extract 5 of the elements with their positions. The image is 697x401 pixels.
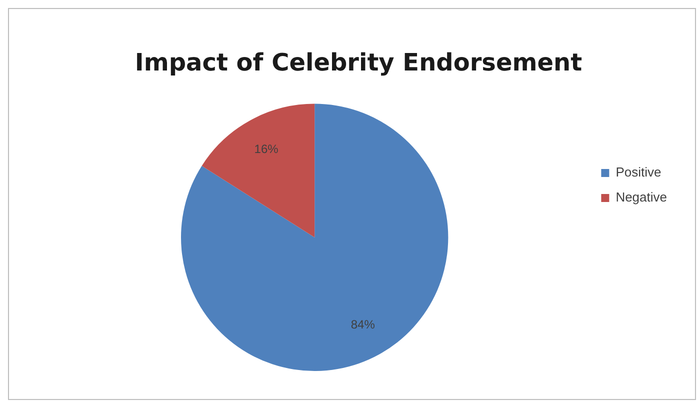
data-label: 16%: [254, 142, 279, 156]
legend-label: Negative: [616, 190, 668, 205]
data-label: 84%: [350, 318, 376, 332]
chart-title: Impact of Celebrity Endorsement: [134, 48, 582, 77]
legend-label: Positive: [616, 164, 662, 180]
